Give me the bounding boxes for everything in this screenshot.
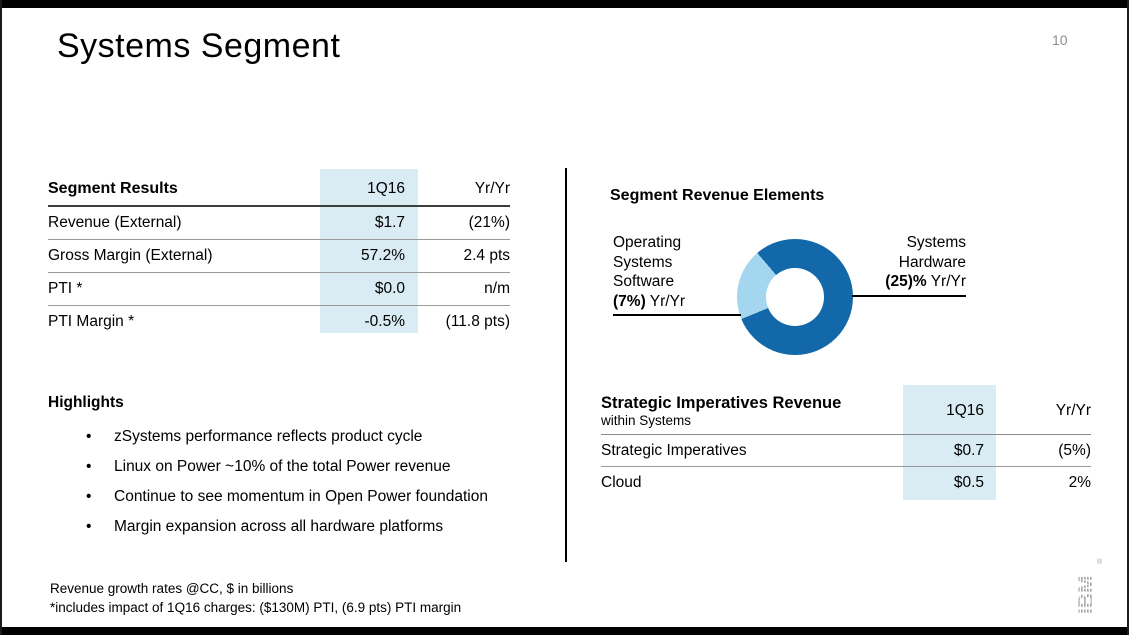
column-header-1q16: 1Q16 <box>946 402 984 419</box>
yoy-value: (25)% <box>885 273 927 290</box>
list-item: • Margin expansion across all hardware pl… <box>86 518 538 536</box>
donut-hole <box>766 268 824 326</box>
column-header-yryr: Yr/Yr <box>1055 402 1091 419</box>
label-line: Systems <box>906 234 966 251</box>
strategic-imperatives-table: Strategic Imperatives Revenue within Sys… <box>601 385 1091 500</box>
label-line: Hardware <box>898 253 966 271</box>
leader-line-right <box>852 295 966 297</box>
donut-chart <box>737 239 853 355</box>
row-label: PTI Margin * <box>48 313 135 330</box>
row-label: Revenue (External) <box>48 214 182 231</box>
list-item: • zSystems performance reflects product c… <box>86 428 538 446</box>
yoy-suffix: Yr/Yr <box>930 273 966 290</box>
label-value-line: (7%) Yr/Yr <box>613 292 748 312</box>
row-yoy: (11.8 pts) <box>445 313 510 330</box>
section-divider <box>565 168 567 562</box>
bullet-icon: • <box>86 458 92 475</box>
registered-trademark-icon: ® <box>1097 559 1103 566</box>
list-item: • Linux on Power ~10% of the total Power … <box>86 458 538 476</box>
highlight-text: Margin expansion across all hardware pla… <box>114 518 444 535</box>
table-row: Strategic Imperatives $0.7 (5%) <box>601 435 1091 467</box>
bullet-icon: • <box>86 488 92 505</box>
list-item: • Continue to see momentum in Open Power … <box>86 488 538 506</box>
row-value: $0.7 <box>953 441 984 459</box>
slide-frame-bottom <box>0 627 1129 635</box>
donut-label-operating-systems-software: Operating Systems Software (7%) Yr/Yr <box>613 233 748 311</box>
table-header-row: Segment Results 1Q16 Yr/Yr <box>48 172 510 207</box>
highlight-text: zSystems performance reflects product cy… <box>114 428 423 445</box>
quarter-column-highlight <box>903 385 996 500</box>
highlight-text: Continue to see momentum in Open Power f… <box>114 488 488 505</box>
table-title: Segment Results <box>48 179 178 197</box>
row-value: $1.7 <box>374 214 405 231</box>
row-yoy: (21%) <box>468 214 510 231</box>
row-label: PTI * <box>48 280 83 297</box>
row-label: Gross Margin (External) <box>48 247 213 264</box>
highlights-title: Highlights <box>48 394 124 411</box>
row-yoy: n/m <box>484 280 510 297</box>
segment-results-table: Segment Results 1Q16 Yr/Yr Revenue (Exte… <box>48 169 510 338</box>
page-title: Systems Segment <box>57 27 341 65</box>
page-number: 10 <box>1052 32 1068 48</box>
table-row: PTI * $0.0 n/m <box>48 273 510 306</box>
slide-frame-top <box>0 0 1129 8</box>
slide-frame-left <box>0 0 2 635</box>
table-row: Gross Margin (External) 57.2% 2.4 pts <box>48 240 510 273</box>
row-yoy: 2% <box>1068 473 1091 491</box>
ibm-8bar-logo-icon: IBM <box>1075 562 1098 614</box>
column-header-yryr: Yr/Yr <box>474 179 510 197</box>
highlights-list: • zSystems performance reflects product c… <box>86 428 538 536</box>
row-label: Strategic Imperatives <box>601 441 747 459</box>
table-title: Strategic Imperatives Revenue <box>601 394 842 412</box>
footnotes: Revenue growth rates @CC, $ in billions … <box>50 580 461 617</box>
footnote-line: Revenue growth rates @CC, $ in billions <box>50 581 294 596</box>
table-header-row: Strategic Imperatives Revenue within Sys… <box>601 388 1091 435</box>
highlights-section: Highlights • zSystems performance reflect… <box>48 394 538 548</box>
label-line: Operating <box>613 234 682 251</box>
donut-label-systems-hardware: Systems Hardware (25)% Yr/Yr <box>856 233 966 292</box>
table-row: Revenue (External) $1.7 (21%) <box>48 207 510 240</box>
row-value: 57.2% <box>361 247 405 264</box>
label-line: Software <box>613 273 675 290</box>
row-yoy: 2.4 pts <box>463 247 510 264</box>
slide-frame-right <box>1127 0 1129 635</box>
yoy-suffix: Yr/Yr <box>649 292 686 310</box>
yoy-value: (7%) <box>613 292 646 310</box>
row-value: $0.5 <box>953 473 984 491</box>
leader-line-left <box>613 314 741 316</box>
table-title-block: Strategic Imperatives Revenue within Sys… <box>601 394 903 428</box>
column-header-1q16: 1Q16 <box>367 179 405 197</box>
table-row: PTI Margin * -0.5% (11.8 pts) <box>48 306 510 338</box>
footnote-line: *includes impact of 1Q16 charges: ($130M… <box>50 599 462 615</box>
table-row: Cloud $0.5 2% <box>601 467 1091 498</box>
row-value: -0.5% <box>364 313 406 330</box>
label-value-line: (25)% Yr/Yr <box>856 272 966 292</box>
revenue-elements-title: Segment Revenue Elements <box>610 187 825 204</box>
row-yoy: (5%) <box>1058 441 1091 459</box>
label-line: Systems <box>613 253 673 271</box>
highlight-text: Linux on Power ~10% of the total Power r… <box>114 458 451 475</box>
bullet-icon: • <box>86 428 92 445</box>
row-value: $0.0 <box>374 280 405 297</box>
row-label: Cloud <box>601 473 642 491</box>
ibm-logo: IBM <box>1074 562 1098 614</box>
bullet-icon: • <box>86 518 92 535</box>
table-subtitle: within Systems <box>601 413 692 428</box>
